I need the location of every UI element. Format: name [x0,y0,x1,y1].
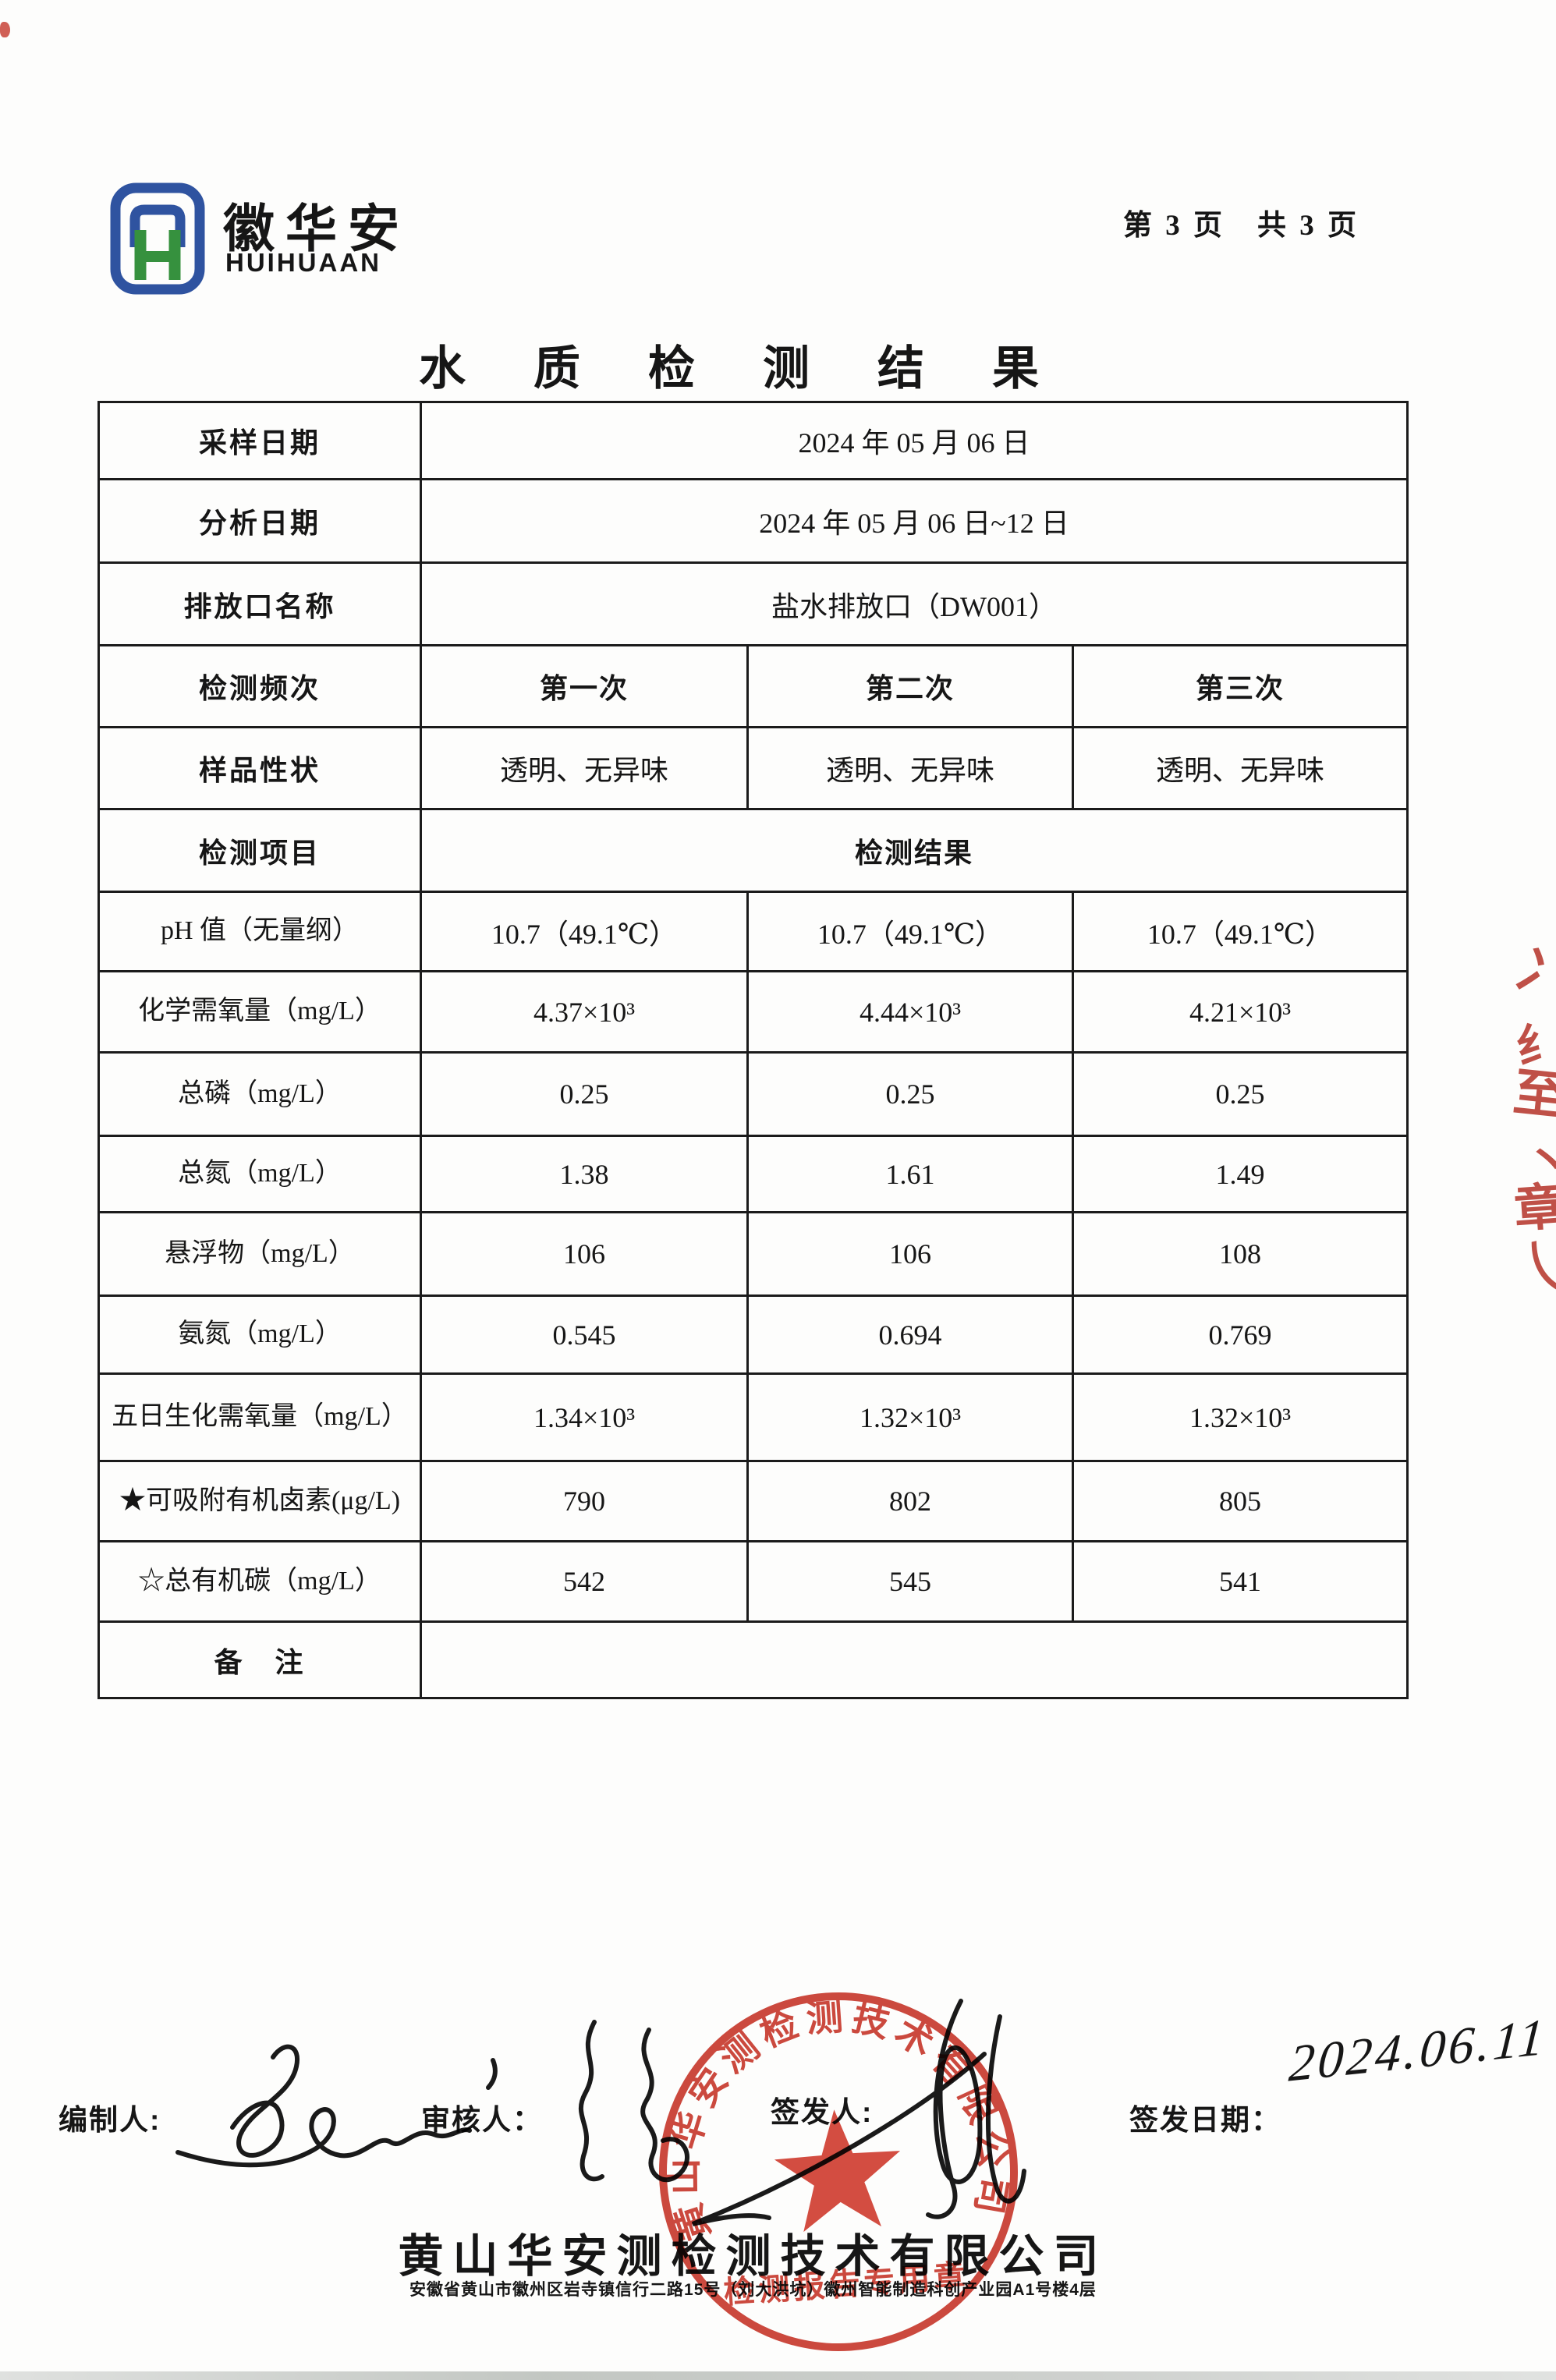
scanner-edge-shadow [0,2371,1556,2380]
page-number: 第 3 页 共 3 页 [1123,210,1359,242]
param-value: 106 [420,1211,749,1297]
preparer-signature [175,2044,498,2168]
param-value: 545 [746,1540,1074,1623]
table-row: 悬浮物（mg/L） 106 106 108 [97,1211,1409,1297]
row-label: 采样日期 [97,401,422,480]
frequency-2: 第二次 [746,644,1074,728]
param-value: 0.25 [1071,1051,1409,1137]
row-label: 检测项目 [97,808,422,893]
remark-value [419,1620,1409,1699]
reviewer-signature [578,2020,689,2183]
param-value: 4.44×10³ [746,970,1074,1054]
table-row: ★可吸附有机卤素(μg/L) 790 802 805 [97,1460,1409,1542]
table-row: 总磷（mg/L） 0.25 0.25 0.25 [97,1051,1409,1137]
param-name: 五日生化需氧量（mg/L） [97,1372,422,1462]
param-value: 1.38 [420,1135,749,1213]
param-name: 化学需氧量（mg/L） [97,970,422,1054]
sampling-date-value: 2024 年 05 月 06 日 [419,401,1409,480]
row-label: 分析日期 [97,478,422,564]
edge-paging-seal: 冫 纟 至 丶 章 乀 [1505,928,1556,1302]
param-value: 4.21×10³ [1071,970,1409,1054]
param-value: 10.7（49.1℃） [420,891,749,972]
param-value: 0.694 [746,1294,1074,1375]
param-value: 10.7（49.1℃） [746,891,1074,972]
param-name: 总氮（mg/L） [97,1135,422,1213]
issue-date-handwritten: 2024.06.11 [1287,2008,1549,2093]
param-value: 0.545 [420,1294,749,1375]
company-logo-name-en: HUIHUAAN [225,248,381,277]
table-row: 化学需氧量（mg/L） 4.37×10³ 4.44×10³ 4.21×10³ [97,970,1409,1054]
analysis-date-value: 2024 年 05 月 06 日~12 日 [419,478,1409,564]
param-value: 790 [420,1460,749,1542]
param-value: 0.769 [1071,1294,1409,1375]
param-value: 10.7（49.1℃） [1071,891,1409,972]
param-value: 1.61 [746,1135,1074,1213]
stamp-star [774,2109,901,2233]
company-logo-name-cn: 徽华安 [223,200,410,257]
scan-red-speck [0,22,10,37]
table-row: 五日生化需氧量（mg/L） 1.34×10³ 1.32×10³ 1.32×10³ [97,1372,1409,1462]
param-name: pH 值（无量纲） [97,891,422,972]
row-label: 检测频次 [97,644,422,728]
company-stamp: 黄山华安测检测技术有限公司 检测报告专用章 [652,1986,1018,2351]
param-name: ★可吸附有机卤素(μg/L) [97,1460,422,1542]
edge-seal-fragment: 丶 [1525,1137,1556,1188]
param-value: 106 [746,1211,1074,1297]
table-row: 备 注 [97,1620,1409,1699]
table-row: 检测频次 第一次 第二次 第三次 [97,644,1409,728]
table-row: 采样日期 2024 年 05 月 06 日 [97,401,1409,480]
param-value: 1.49 [1071,1135,1409,1213]
appearance-3: 透明、无异味 [1071,726,1409,810]
param-name: 悬浮物（mg/L） [97,1211,422,1297]
appearance-2: 透明、无异味 [746,726,1074,810]
param-value: 542 [420,1540,749,1623]
table-row: pH 值（无量纲） 10.7（49.1℃） 10.7（49.1℃） 10.7（4… [97,891,1409,972]
document-title: 水 质 检 测 结 果 [419,343,1067,395]
table-row: 检测项目 检测结果 [97,808,1409,893]
param-name: ☆总有机碳（mg/L） [97,1540,422,1623]
table-row: ☆总有机碳（mg/L） 542 545 541 [97,1540,1409,1623]
row-label: 样品性状 [97,726,422,810]
table-row: 总氮（mg/L） 1.38 1.61 1.49 [97,1135,1409,1213]
param-value: 0.25 [746,1051,1074,1137]
param-value: 541 [1071,1540,1409,1623]
issue-date-label: 签发日期： [1129,2104,1281,2136]
table-row: 分析日期 2024 年 05 月 06 日~12 日 [97,478,1409,564]
param-value: 1.34×10³ [420,1372,749,1462]
company-logo-icon [110,182,205,295]
param-value: 0.25 [420,1051,749,1137]
table-row: 样品性状 透明、无异味 透明、无异味 透明、无异味 [97,726,1409,810]
footer-company-address: 安徽省黄山市徽州区岩寺镇信行二路15号（刘大洪坑）徽州智能制造科创产业园A1号楼… [409,2281,1097,2299]
param-value: 805 [1071,1460,1409,1542]
water-quality-result-table: 采样日期 2024 年 05 月 06 日 分析日期 2024 年 05 月 0… [97,401,1409,1699]
param-value: 802 [746,1460,1074,1542]
row-label: 排放口名称 [97,561,422,646]
result-header: 检测结果 [419,808,1409,893]
row-label: 备 注 [97,1620,422,1699]
param-value: 1.32×10³ [1071,1372,1409,1462]
frequency-1: 第一次 [420,644,749,728]
issuer-signature [691,1999,1026,2226]
outlet-name-value: 盐水排放口（DW001） [419,561,1409,646]
issuer-label: 签发人: [771,2096,874,2128]
reviewer-label: 审核人： [421,2104,543,2136]
param-name: 总磷（mg/L） [97,1051,422,1137]
frequency-3: 第三次 [1071,644,1409,728]
table-row: 排放口名称 盐水排放口（DW001） [97,561,1409,646]
param-value: 1.32×10³ [746,1372,1074,1462]
stamp-purpose-text: 检测报告专用章 [722,2258,969,2311]
param-value: 108 [1071,1211,1409,1297]
param-name: 氨氮（mg/L） [97,1294,422,1375]
preparer-label: 编制人: [58,2104,161,2136]
table-row: 氨氮（mg/L） 0.545 0.694 0.769 [97,1294,1409,1375]
param-value: 4.37×10³ [420,970,749,1054]
appearance-1: 透明、无异味 [420,726,749,810]
edge-seal-fragment: 至 [1510,1064,1556,1127]
